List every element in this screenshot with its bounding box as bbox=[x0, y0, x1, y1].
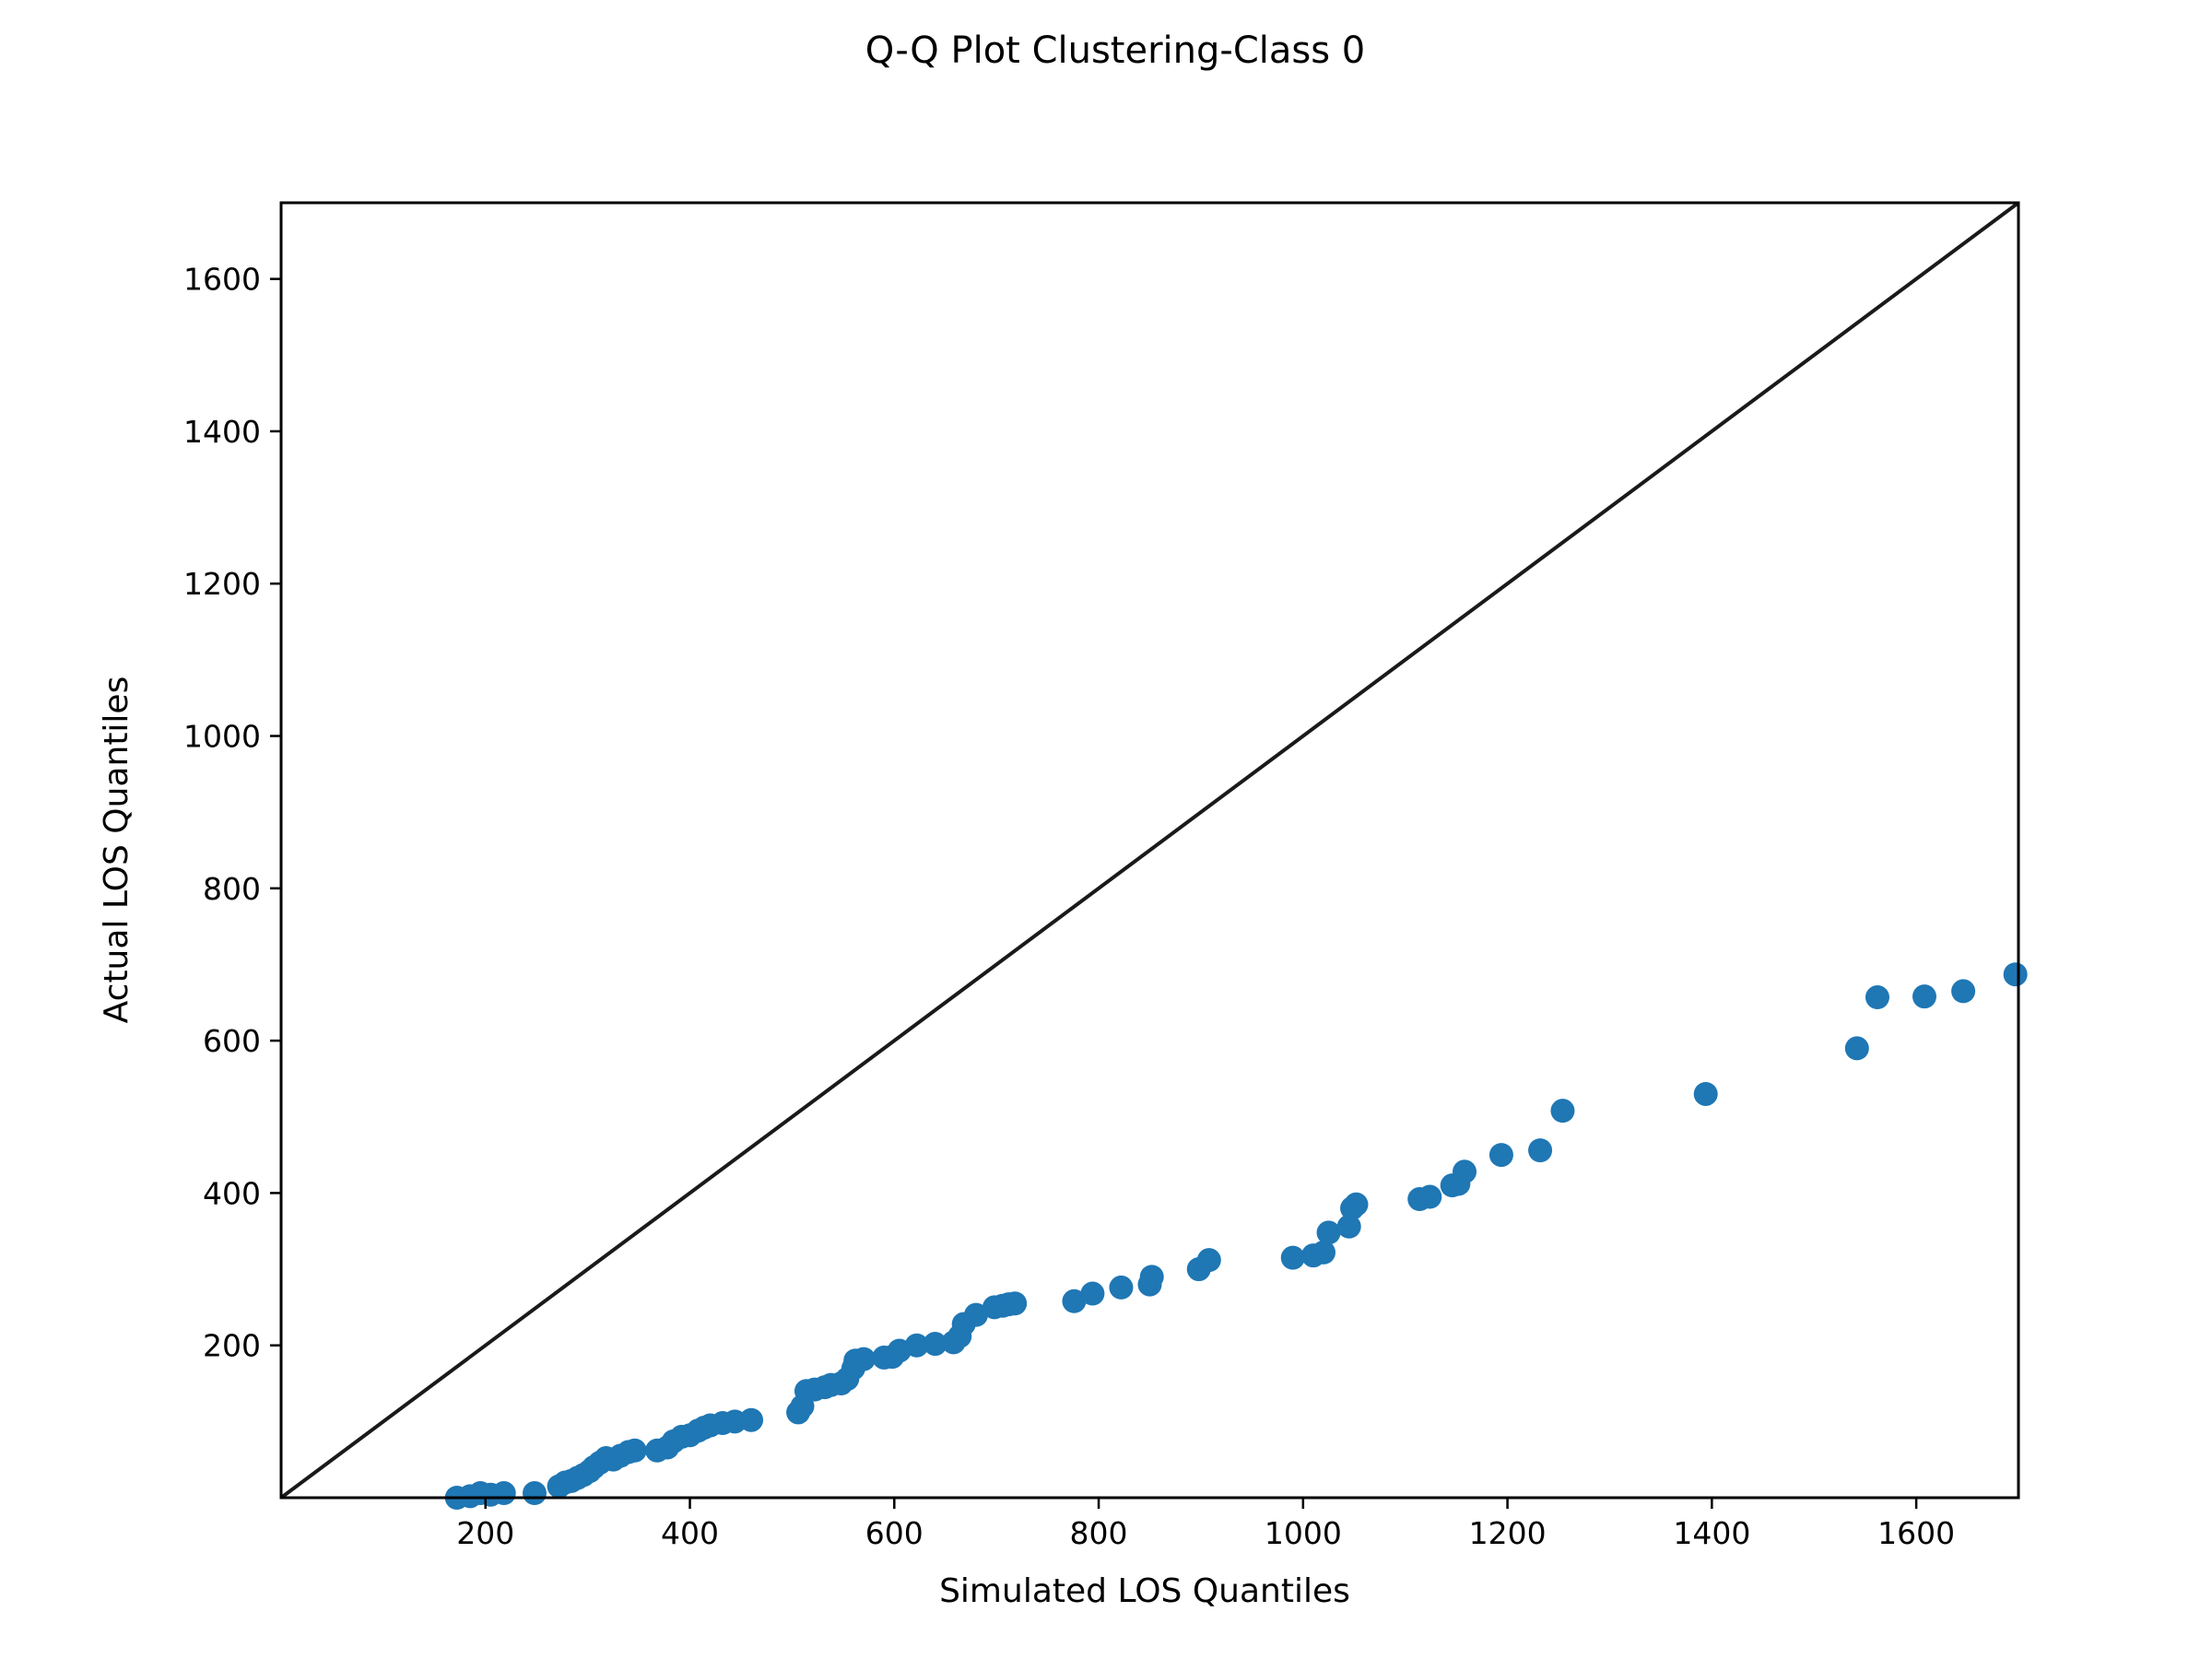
data-point bbox=[2003, 962, 2028, 987]
data-point bbox=[739, 1407, 764, 1432]
data-point bbox=[522, 1481, 547, 1506]
data-point bbox=[1003, 1291, 1028, 1316]
data-point bbox=[1912, 984, 1936, 1009]
data-point bbox=[1062, 1288, 1087, 1313]
axes: 200 400 600 800 1000 1200 1400 1600 200 400 600 800… bbox=[183, 201, 2020, 1551]
data-point bbox=[1336, 1214, 1361, 1239]
x-tick-label: 800 bbox=[1070, 1515, 1128, 1551]
x-tick-label: 1400 bbox=[1673, 1515, 1750, 1551]
plot-area bbox=[281, 203, 2018, 1498]
y-tick-label: 1000 bbox=[183, 719, 261, 755]
y-axis-label: Actual LOS Quantiles bbox=[98, 677, 135, 1024]
x-tick-label: 600 bbox=[865, 1515, 924, 1551]
data-point bbox=[1844, 1036, 1869, 1061]
data-point bbox=[1951, 979, 1976, 1004]
data-point bbox=[1344, 1192, 1369, 1217]
data-point bbox=[1109, 1275, 1134, 1300]
data-point bbox=[1865, 985, 1889, 1010]
data-point bbox=[1418, 1184, 1442, 1209]
y-tick-label: 1400 bbox=[183, 414, 261, 450]
x-tick-label: 400 bbox=[661, 1515, 719, 1551]
x-tick-label: 1000 bbox=[1265, 1515, 1342, 1551]
x-axis-label: Simulated LOS Quantiles bbox=[939, 1572, 1350, 1610]
y-tick-label: 800 bbox=[203, 871, 261, 907]
data-point bbox=[1550, 1099, 1575, 1124]
data-point bbox=[1139, 1265, 1164, 1289]
reference-line bbox=[281, 203, 2018, 1498]
chart-title: Q-Q Plot Clustering-Class 0 bbox=[865, 29, 1365, 72]
y-tick-label: 1600 bbox=[183, 262, 261, 298]
data-point bbox=[1196, 1248, 1221, 1273]
data-point bbox=[852, 1347, 877, 1371]
data-point bbox=[1453, 1159, 1477, 1184]
data-point bbox=[491, 1481, 516, 1506]
data-point bbox=[904, 1333, 929, 1358]
data-point bbox=[964, 1302, 988, 1327]
data-point bbox=[923, 1332, 947, 1357]
data-point bbox=[622, 1438, 647, 1463]
y-tick-label: 200 bbox=[203, 1328, 261, 1364]
data-point bbox=[1312, 1240, 1335, 1265]
y-tick-label: 1200 bbox=[183, 566, 261, 602]
data-point bbox=[1080, 1281, 1105, 1306]
x-tick-label: 200 bbox=[456, 1515, 514, 1551]
x-tick-label: 1600 bbox=[1877, 1515, 1955, 1551]
y-tick-label: 600 bbox=[203, 1023, 261, 1059]
data-point bbox=[1528, 1138, 1553, 1163]
data-point bbox=[1488, 1143, 1513, 1168]
data-point bbox=[1280, 1245, 1305, 1270]
data-points bbox=[444, 962, 2028, 1510]
plot-frame bbox=[279, 201, 2020, 1500]
x-tick-label: 1200 bbox=[1469, 1515, 1547, 1551]
data-point bbox=[1316, 1220, 1341, 1245]
y-tick-label: 400 bbox=[203, 1175, 261, 1211]
data-point bbox=[1693, 1081, 1718, 1106]
